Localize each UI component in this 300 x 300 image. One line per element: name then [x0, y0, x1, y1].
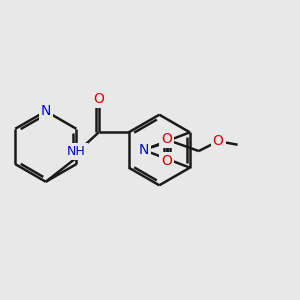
Text: O: O	[93, 92, 104, 106]
Text: N: N	[139, 143, 149, 157]
Text: O: O	[213, 134, 224, 148]
Text: O: O	[161, 132, 172, 146]
Text: NH: NH	[67, 145, 86, 158]
Text: N: N	[40, 104, 51, 118]
Text: O: O	[161, 154, 172, 168]
